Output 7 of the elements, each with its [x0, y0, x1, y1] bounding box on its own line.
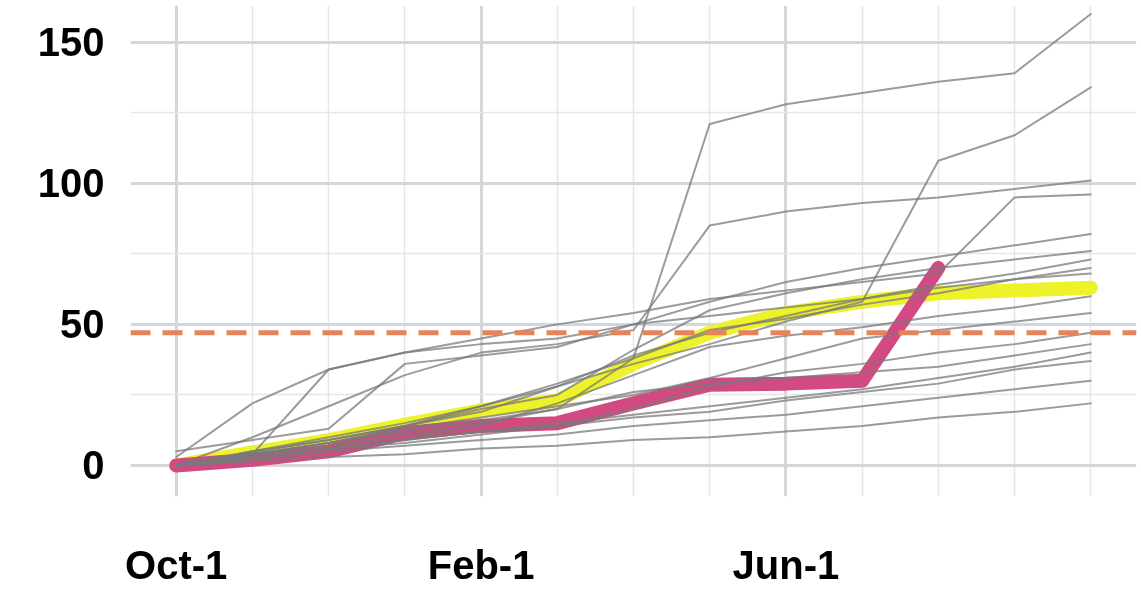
y-tick-label: 0: [82, 443, 105, 488]
y-tick-label: 100: [37, 161, 105, 206]
x-tick-label: Jun-1: [732, 542, 840, 587]
y-tick-label: 50: [60, 302, 105, 347]
y-tick-label: 150: [37, 20, 105, 65]
x-tick-label: Feb-1: [427, 542, 535, 587]
x-tick-label: Oct-1: [125, 542, 228, 587]
